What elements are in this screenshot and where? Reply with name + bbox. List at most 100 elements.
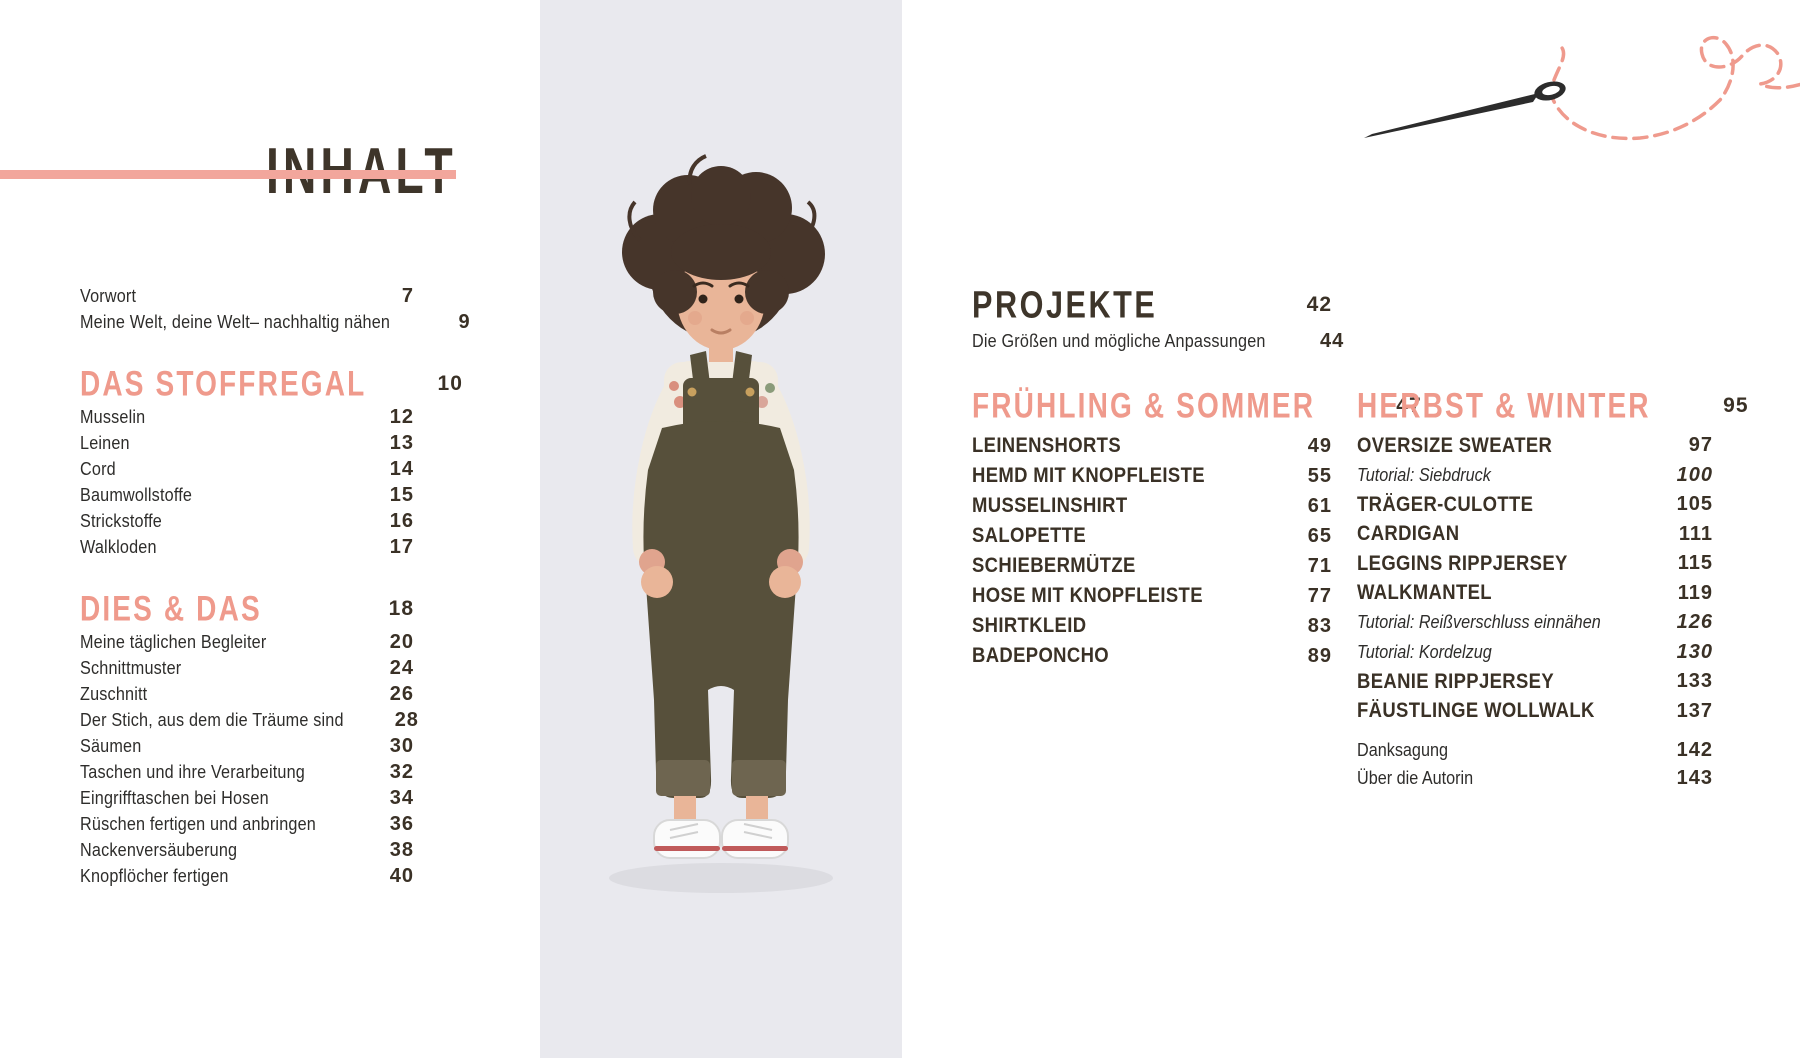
toc-row: Nackenversäuberung 38: [80, 837, 414, 863]
toc-entry-label: Cord: [80, 458, 116, 479]
toc-entry-label: Säumen: [80, 735, 142, 756]
overalls: [643, 351, 799, 798]
toc-entry-label: Leinen: [80, 432, 130, 453]
toc-entry-label: OVERSIZE SWEATER: [1357, 433, 1553, 457]
toc-entry-page-number: 7: [401, 284, 414, 307]
toc-row: FÄUSTLINGE WOLLWALK 137: [1357, 697, 1713, 727]
toc-entry-label: Nackenversäuberung: [80, 839, 238, 860]
toc-entry-page-number: 9: [458, 310, 471, 333]
toc-entry-page-number: 130: [1676, 640, 1713, 663]
toc-entry-label: HERBST & WINTER: [1357, 385, 1651, 426]
toc-entry-label: Strickstoffe: [80, 510, 162, 531]
toc-entry-label: LEGGINS RIPPJERSEY: [1357, 551, 1568, 575]
toc-entry-label: CARDIGAN: [1357, 522, 1460, 546]
toc-row: Tutorial: Reißverschluss einnähen 126: [1357, 608, 1713, 638]
toc-entry-page-number: 16: [389, 509, 414, 532]
toc-row: Meine Welt, deine Welt– nachhaltig nähen…: [80, 309, 470, 335]
toc-entry-page-number: 40: [389, 864, 414, 887]
toc-row: BEANIE RIPPJERSEY 133: [1357, 667, 1713, 697]
trouser-cuff-left: [656, 760, 710, 796]
toc-entry-page-number: 28: [394, 708, 419, 731]
toc-entry-page-number: 38: [389, 838, 414, 861]
toc-row: HEMD MIT KNOPFLEISTE 55: [972, 461, 1332, 491]
toc-entry-page-number: 142: [1676, 738, 1713, 761]
toc-row: Eingrifftaschen bei Hosen 34: [80, 785, 414, 811]
toc-entry-page-number: 89: [1307, 644, 1332, 667]
face: [653, 224, 789, 362]
toc-entry-label: Schnittmuster: [80, 657, 182, 678]
thread: [1548, 35, 1800, 141]
toc-entry-label: Die Größen und mögliche Anpassungen: [972, 330, 1266, 351]
toc-row: TRÄGER-CULOTTE 105: [1357, 490, 1713, 520]
toc-row: Tutorial: Kordelzug 130: [1357, 638, 1713, 668]
toc-row: Knopflöcher fertigen 40: [80, 863, 414, 889]
toc-row: LEINENSHORTS 49: [972, 431, 1332, 461]
toc-entry-label: Musselin: [80, 406, 146, 427]
toc-entry-label: Tutorial: Reißverschluss einnähen: [1357, 612, 1601, 633]
toc-entry-label: Eingrifftaschen bei Hosen: [80, 787, 269, 808]
toc-entry-page-number: 100: [1676, 463, 1713, 486]
toc-entry-page-number: 65: [1307, 524, 1332, 547]
toc-entry-page-number: 15: [389, 483, 414, 506]
hand-left: [641, 566, 673, 598]
toc-row: Strickstoffe 16: [80, 508, 414, 534]
floor-shadow: [609, 863, 833, 893]
toc-entry-page-number: 77: [1307, 584, 1332, 607]
toc-entry-label: Meine täglichen Begleiter: [80, 631, 267, 652]
toc-entry-label: SALOPETTE: [972, 524, 1087, 547]
toc-row: Danksagung 142: [1357, 736, 1713, 764]
toc-entry-page-number: 18: [388, 596, 414, 620]
toc-entry-label: LEINENSHORTS: [972, 434, 1122, 457]
toc-row: CARDIGAN 111: [1357, 520, 1713, 550]
toc-entry-page-number: 49: [1307, 434, 1332, 457]
toc-row: Der Stich, aus dem die Träume sind 28: [80, 707, 418, 733]
toc-column-projects: PROJEKTE 42 Die Größen und mögliche Anpa…: [972, 283, 1421, 671]
toc-entry-page-number: 12: [389, 405, 414, 428]
toc-entry-label: FÄUSTLINGE WOLLWALK: [1357, 699, 1595, 723]
toc-entry-page-number: 111: [1678, 522, 1713, 545]
toc-row: SALOPETTE 65: [972, 521, 1332, 551]
toc-entry-page-number: 42: [1306, 293, 1332, 316]
toc-entry-label: Meine Welt, deine Welt– nachhaltig nähen: [80, 311, 391, 332]
sneakers: [653, 819, 789, 859]
toc-row: Musselin 12: [80, 404, 414, 430]
toc-entry-label: Walkloden: [80, 536, 157, 557]
toc-row: Die Größen und mögliche Anpassungen 44: [972, 327, 1343, 355]
toc-row: Tutorial: Siebdruck 100: [1357, 461, 1713, 491]
toc-row: DIES & DAS 18: [80, 588, 414, 629]
trouser-cuff-right: [732, 760, 786, 796]
toc-row: Taschen und ihre Verarbeitung 32: [80, 759, 414, 785]
toc-entry-page-number: 14: [389, 457, 414, 480]
toc-row: SHIRTKLEID 83: [972, 611, 1332, 641]
toc-entry-label: Knopflöcher fertigen: [80, 865, 229, 886]
toc-entry-page-number: 83: [1307, 614, 1332, 637]
toc-entry-label: BADEPONCHO: [972, 644, 1110, 667]
toc-row: DAS STOFFREGAL 10: [80, 363, 462, 404]
toc-entry-page-number: 55: [1307, 464, 1332, 487]
toc-entry-page-number: 47: [1396, 394, 1422, 417]
toc-row: PROJEKTE 42: [972, 283, 1332, 327]
toc-entry-page-number: 71: [1307, 554, 1332, 577]
toc-entry-page-number: 36: [389, 812, 414, 835]
toc-entry-page-number: 24: [389, 656, 414, 679]
toc-entry-label: Taschen und ihre Verarbeitung: [80, 761, 305, 782]
child-illustration: [540, 0, 902, 1058]
toc-entry-page-number: 10: [437, 371, 463, 395]
toc-entry-label: Danksagung: [1357, 739, 1448, 760]
toc-entry-page-number: 34: [389, 786, 414, 809]
toc-row: SCHIEBERMÜTZE 71: [972, 551, 1332, 581]
toc-entry-label: Rüschen fertigen und anbringen: [80, 813, 316, 834]
toc-row: FRÜHLING & SOMMER 47: [972, 381, 1421, 431]
toc-row: Baumwollstoffe 15: [80, 482, 414, 508]
toc-row: Zuschnitt 26: [80, 681, 414, 707]
toc-entry-page-number: 32: [389, 760, 414, 783]
toc-entry-page-number: 30: [389, 734, 414, 757]
toc-row: Über die Autorin 143: [1357, 764, 1713, 792]
toc-entry-label: PROJEKTE: [972, 282, 1158, 327]
toc-row: LEGGINS RIPPJERSEY 115: [1357, 549, 1713, 579]
toc-entry-page-number: 95: [1723, 394, 1749, 417]
toc-entry-page-number: 13: [389, 431, 414, 454]
toc-entry-page-number: 119: [1677, 581, 1713, 604]
toc-entry-label: Baumwollstoffe: [80, 484, 193, 505]
toc-entry-page-number: 61: [1307, 494, 1332, 517]
